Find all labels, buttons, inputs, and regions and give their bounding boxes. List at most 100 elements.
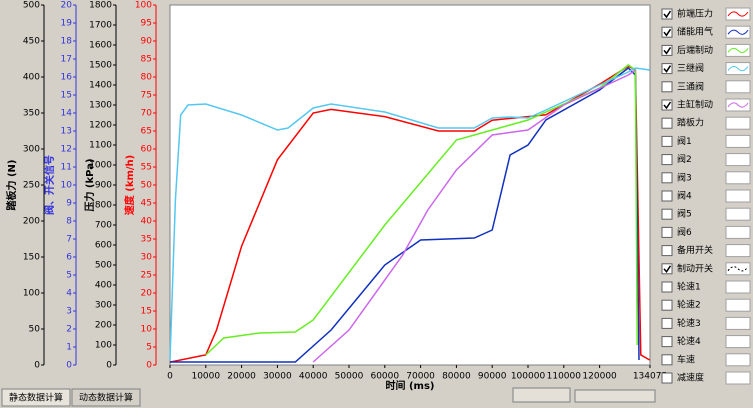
legend-checkbox[interactable] [661,117,673,129]
legend-checkbox[interactable] [661,299,673,311]
y-tick-label: 150 [23,253,40,263]
axis-title: 阀、开关信号 [43,155,56,215]
x-tick-label: 134075 [633,372,667,382]
legend-sample-box [725,207,751,221]
zoom-buttons[interactable] [512,387,571,403]
legend-checkbox[interactable] [661,354,673,366]
y-tick-label: 19 [61,19,73,29]
y-tick-label: 6 [66,253,72,263]
y-tick-label: 600 [95,241,112,251]
tab[interactable] [71,388,141,407]
legend-checkbox[interactable] [661,226,673,238]
y-tick-label: 800 [95,201,112,211]
legend-checkbox[interactable] [661,154,673,166]
legend-label: 阀6 [677,227,692,238]
x-tick-label: 120000 [582,372,617,382]
x-tick-label: 110000 [547,372,582,382]
y-tick-label: 4 [66,289,72,299]
legend-checkbox[interactable] [661,245,673,257]
tab[interactable] [1,388,71,407]
x-tick-label: 50000 [335,372,364,382]
legend-check [663,10,672,19]
legend-checkbox[interactable] [661,336,673,348]
legend-sample [727,29,749,35]
y-tick-label: 900 [95,181,112,191]
y-tick-label: 300 [23,145,40,155]
x-tick-label: 40000 [299,372,328,382]
legend-checkbox[interactable] [661,81,673,93]
y-tick-label: 40 [141,217,153,227]
y-tick-label: 10 [141,325,153,335]
legend-checkbox[interactable] [661,44,673,56]
y-tick-label: 100 [23,289,40,299]
legend-checkbox[interactable] [661,190,673,202]
legend-sample-box [725,80,751,94]
legend-sample-box [725,335,751,349]
y-tick-label: 1000 [89,161,112,171]
scrollbar[interactable] [574,389,656,403]
legend-check [663,101,672,110]
y-tick-label: 0 [146,361,152,371]
y-tick-label: 50 [141,181,153,191]
legend-checkbox[interactable] [661,63,673,75]
legend-sample-box [725,189,751,203]
x-tick-label: 80000 [442,372,471,382]
legend-label: 主缸制动 [677,99,713,111]
y-tick-label: 75 [141,91,152,101]
legend-label: 储能用气 [677,26,713,38]
y-tick-label: 400 [95,281,112,291]
legend-checkbox[interactable] [661,135,673,147]
x-tick-label: 100000 [511,372,546,382]
legend-checkbox[interactable] [661,8,673,20]
x-tick-label: 70000 [406,372,435,382]
legend-checkbox[interactable] [661,26,673,38]
legend-checkbox[interactable] [661,263,673,275]
legend-checkbox[interactable] [661,208,673,220]
y-tick-label: 70 [141,109,153,119]
y-tick-label: 1700 [89,21,112,31]
x-tick-label: 90000 [478,372,507,382]
legend-sample [727,47,749,53]
legend-label: 阀3 [677,172,692,183]
legend-sample-box [725,244,751,258]
legend-label: 前端压力 [677,8,713,20]
y-tick-label: 0 [106,361,112,371]
series-line [169,65,651,363]
legend-sample-box [725,280,751,294]
legend-sample-box [725,298,751,312]
x-tick-label: 20000 [227,372,256,382]
legend-label: 轮速1 [677,281,701,293]
y-tick-label: 25 [141,271,152,281]
legend-sample [727,102,749,108]
x-tick-label: 10000 [191,372,220,382]
legend-checkbox[interactable] [661,99,673,111]
y-tick-label: 95 [141,19,152,29]
legend-label: 轮速3 [677,317,701,329]
y-tick-label: 0 [34,361,40,371]
y-tick-label: 9 [66,199,72,209]
y-tick-label: 12 [61,145,72,155]
y-tick-label: 5 [66,271,72,281]
y-tick-label: 0 [66,361,72,371]
legend-label: 阀2 [677,154,692,165]
y-tick-label: 1300 [89,101,112,111]
y-tick-label: 16 [61,73,73,83]
legend-checkbox[interactable] [661,372,673,384]
legend-checkbox[interactable] [661,317,673,329]
y-tick-label: 7 [66,235,72,245]
legend-checkbox[interactable] [661,281,673,293]
legend-label: 减速度 [677,372,704,384]
legend-checkbox[interactable] [661,172,673,184]
legend-sample-box [725,225,751,239]
legend-label: 轮速2 [677,299,701,311]
legend-check [663,65,672,73]
y-tick-label: 8 [66,217,72,227]
y-tick-label: 300 [95,301,112,311]
y-tick-label: 500 [95,261,112,271]
legend-sample-box [725,153,751,167]
legend-label: 车速 [677,353,695,365]
y-tick-label: 45 [141,199,152,209]
x-tick-label: 30000 [263,372,292,382]
legend-sample-box [725,134,751,148]
